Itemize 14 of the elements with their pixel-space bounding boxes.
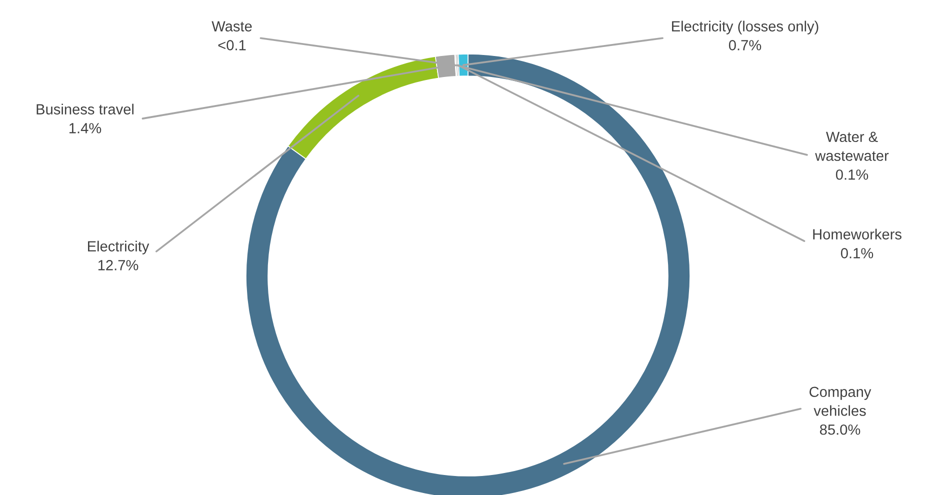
slice-label: Homeworkers [813,228,902,240]
slice-label: Business travel [36,104,134,114]
data-label: 0.1% [840,248,874,258]
data-label: 0.1% [836,169,868,180]
slice-label: Waste [212,21,252,32]
slice-label: Water & wastewater [815,132,889,161]
data-label: 12.7% [98,260,138,270]
slice-label: Company vehicles [810,386,872,416]
data-label: <0.1 [218,40,246,50]
slice-label: Electricity (losses only) [672,20,818,34]
data-label: 0.7% [728,40,762,50]
slice-label: Electricity [88,240,150,254]
data-label: 85.0% [820,424,860,435]
data-label: 1.4% [69,123,102,134]
